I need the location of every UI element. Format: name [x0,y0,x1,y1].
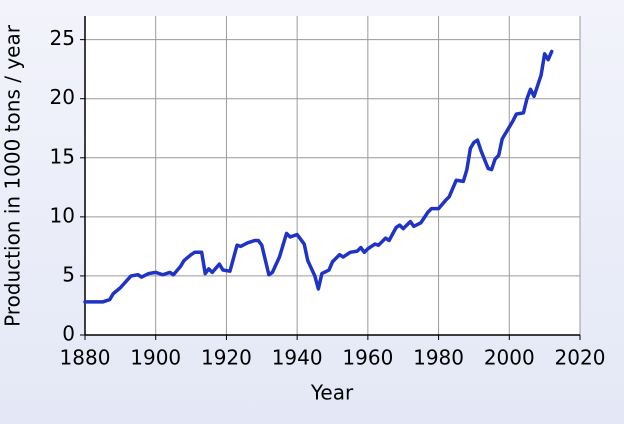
y-tick-label: 10 [50,203,75,227]
y-tick-label: 5 [62,262,75,286]
x-tick-label: 1880 [60,346,111,370]
x-tick-label: 1940 [272,346,323,370]
y-axis-label: Production in 1000 tons / year [1,24,25,327]
x-tick-label: 2000 [484,346,535,370]
x-tick-label: 1960 [342,346,393,370]
x-tick-label: 1980 [413,346,464,370]
x-axis-label: Year [310,381,354,405]
y-tick-label: 15 [50,144,75,168]
y-tick-label: 0 [62,322,75,346]
y-tick-label: 20 [50,85,75,109]
x-tick-label: 1900 [130,346,181,370]
x-tick-label: 2020 [555,346,606,370]
y-tick-label: 25 [50,26,75,50]
data-line [83,49,554,304]
x-tick-label: 1920 [201,346,252,370]
plot-area [85,16,580,335]
